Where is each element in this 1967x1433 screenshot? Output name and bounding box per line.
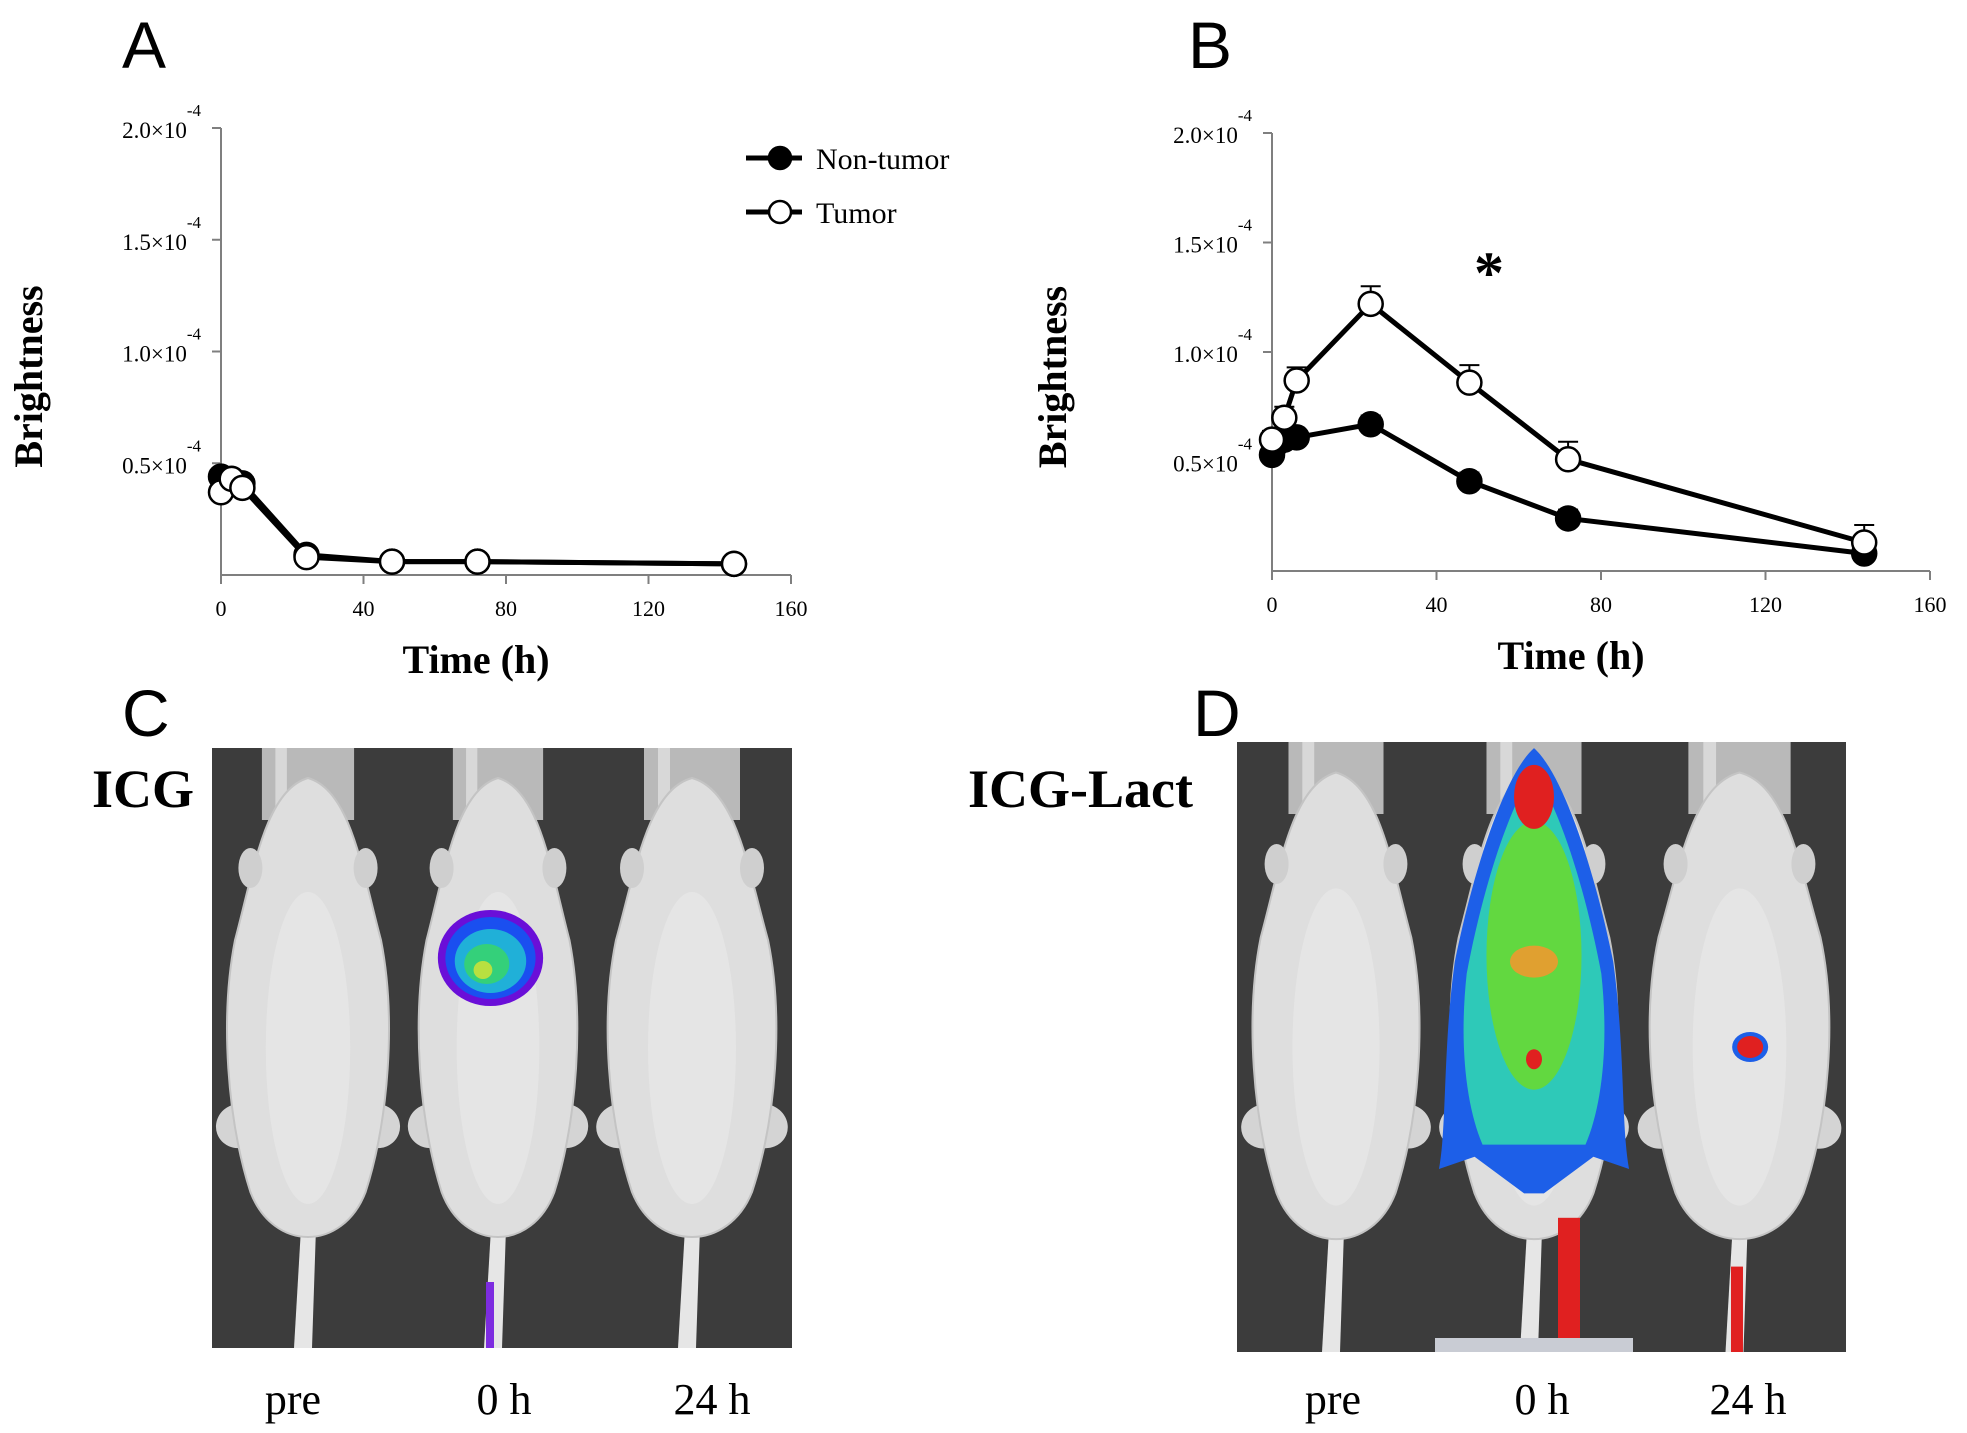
data-point [378,548,406,575]
mouse-front-paw [238,848,263,888]
mouse-shading [1292,888,1380,1206]
mouse-front-paw [542,848,567,888]
mouse-photo-c-pre [212,748,404,1348]
mouse-front-paw [429,848,454,888]
fluorescence-signal [1514,764,1554,829]
y-tick-label: 1.5×10-4 [1173,216,1252,258]
caption-c-24h: 24 h [673,1375,751,1424]
y-tick-label: 1.0×10-4 [1173,325,1252,367]
y-tick-label: 2.0×10-4 [122,101,201,143]
panel-letter-d: D [1193,676,1241,750]
mouse-tail [294,1228,316,1348]
legend-label: Non-tumor [816,143,949,176]
fluorescence-signal [1558,1217,1580,1352]
fluorescence-signal [1737,1036,1764,1058]
fluorescence-signal [1526,1049,1542,1070]
x-tick-label: 80 [1590,592,1612,617]
mouse-tail [1520,1230,1542,1352]
data-point [293,543,320,571]
mouse-tail [1322,1230,1344,1352]
mouse-shading [648,892,736,1204]
y-tick-label: 1.0×10-4 [122,325,201,367]
x-tick-label: 160 [1914,592,1947,617]
mouse-shading [265,892,351,1204]
caption-d-pre: pre [1304,1375,1362,1424]
legend-label: Tumor [816,197,897,230]
data-point [1456,467,1483,495]
mouse-front-paw [1264,844,1289,884]
data-point [1456,369,1483,396]
x-tick-label: 120 [1749,592,1782,617]
chart-b: 0 40 80 120 160 0.5×10-4 1.0×10-4 1.5×10-4 2.0×1… [1030,106,1947,678]
x-axis-title: Time (h) [1497,633,1644,678]
mouse-tail [678,1228,700,1348]
fluorescence-signal [486,1282,494,1348]
data-point [1271,404,1298,431]
x-tick-label: 0 [1267,592,1278,617]
data-point [1554,446,1582,473]
caption-d-0h: 0 h [1514,1375,1570,1424]
y-tick-label: 1.5×10-4 [122,213,201,255]
x-tick-label: 40 [353,596,375,621]
image-label-icg: ICG [92,759,195,819]
y-axis-title: Brightness [1030,286,1075,468]
chart-a: 0 40 80 120 160 0.5×10-4 1.0×10-4 1.5×10-4 2.0×1… [6,101,949,682]
x-axis-title: Time (h) [402,637,549,682]
nose-cone-highlight [466,748,478,820]
x-tick-label: 40 [1426,592,1448,617]
data-point [1258,426,1286,453]
photo-footer-strip [1435,1338,1633,1352]
y-tick-label: 2.0×10-4 [1173,106,1252,148]
y-tick-label: 0.5×10-4 [122,436,201,478]
data-point [1850,529,1878,556]
mouse-front-paw [740,848,764,888]
mouse-photo-d-24h [1633,742,1846,1352]
panel-letter-c: C [122,676,170,750]
mouse-photo-c-24h [592,748,792,1348]
x-tick-label: 160 [775,596,808,621]
data-point [229,474,256,502]
mouse-front-paw [1663,844,1688,884]
y-tick-label: 0.5×10-4 [1173,435,1252,477]
x-tick-label: 120 [632,596,665,621]
data-point [464,548,491,575]
caption-c-pre: pre [264,1375,322,1424]
data-point [1357,290,1384,318]
data-point [720,550,748,578]
mouse-front-paw [620,848,644,888]
data-point [1283,367,1310,394]
fluorescence-signal [1510,945,1558,978]
mouse-front-paw [1791,844,1816,884]
nose-cone-highlight [1302,742,1315,814]
x-tick-label: 80 [495,596,517,621]
panel-letter-a: A [122,8,167,82]
mouse-photo-d-0h [1435,742,1633,1352]
nose-cone-highlight [275,748,287,820]
mouse-photo-d-pre [1237,742,1435,1352]
legend-marker [767,199,793,225]
x-tick-label: 0 [216,596,227,621]
panel-letter-b: B [1188,8,1233,82]
legend-marker [767,145,793,171]
caption-d-24h: 24 h [1709,1375,1787,1424]
mouse-front-paw [353,848,378,888]
mouse-front-paw [1383,844,1408,884]
caption-c-0h: 0 h [476,1375,532,1424]
y-axis-title: Brightness [6,285,51,467]
image-label-icg-lact: ICG-Lact [968,759,1193,819]
data-point [1554,505,1582,532]
significance-marker: * [1474,240,1504,306]
data-point [1357,411,1384,438]
mouse-photo-c-0h [404,748,592,1348]
fluorescence-signal [473,961,493,979]
nose-cone-highlight [1500,742,1513,814]
fluorescence-signal [1730,1266,1743,1352]
